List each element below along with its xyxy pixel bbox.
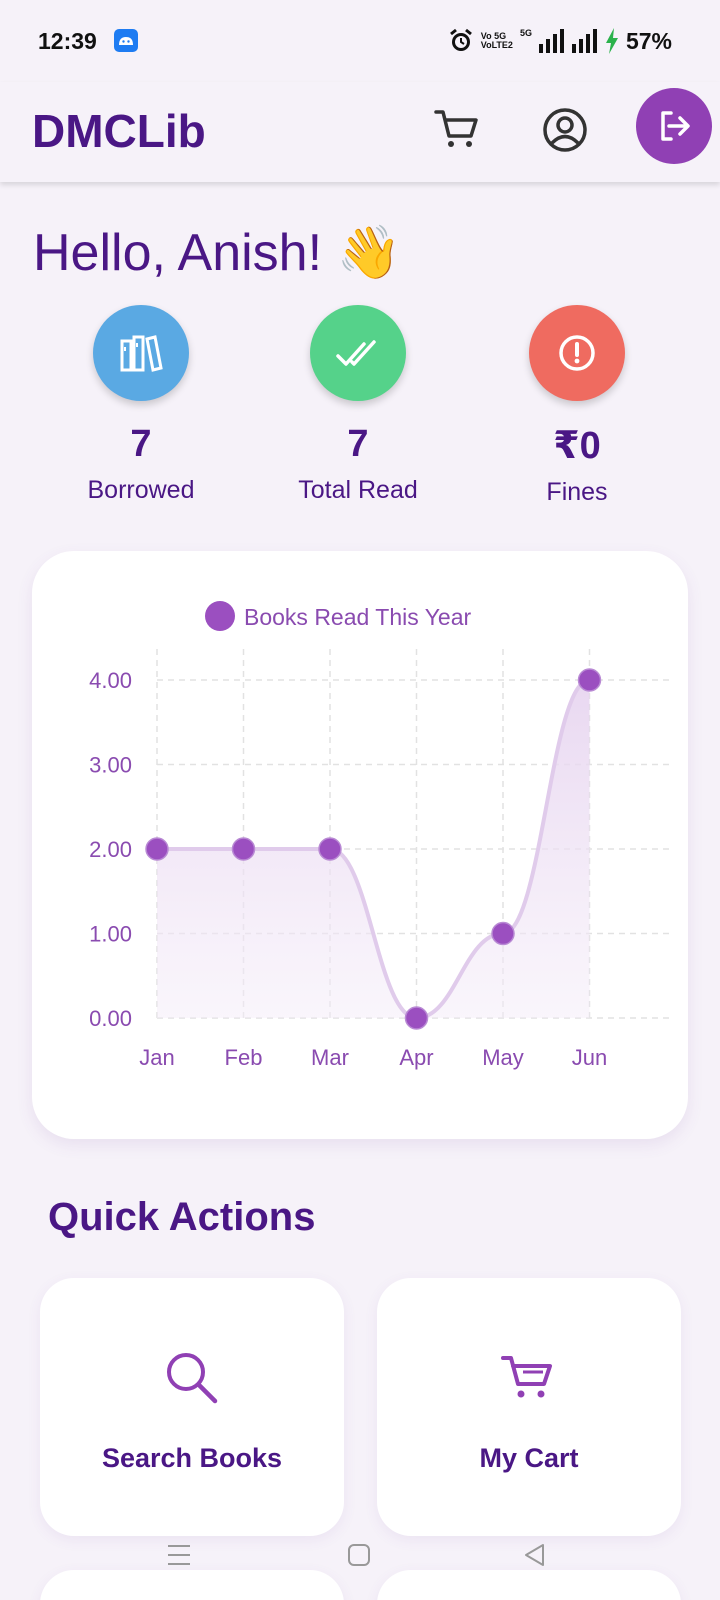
chart-card: 0.00 1.00 2.00 3.00 4.00 Jan Feb Mar Apr May Jun B… [32, 551, 688, 1139]
stat-value: ₹0 [553, 425, 601, 467]
menu-icon[interactable] [166, 1543, 192, 1567]
legend-swatch [205, 601, 235, 631]
search-icon [167, 1353, 218, 1404]
stat-value: 7 [347, 423, 369, 465]
signal-icon [538, 29, 564, 53]
stat-label: Fines [546, 478, 608, 506]
stat-circle [93, 305, 189, 401]
logout-button[interactable] [636, 88, 712, 164]
x-tick-label: May [482, 1045, 524, 1070]
battery-percent: 57% [625, 27, 672, 54]
status-time: 12:39 [38, 28, 97, 54]
double-check-icon [336, 340, 376, 366]
network-labels: Vo 5G VoLTE2 [481, 32, 513, 50]
y-tick-label: 0.00 [89, 1006, 132, 1031]
x-tick-label: Jan [139, 1045, 174, 1070]
system-nav-bar [0, 1535, 720, 1575]
books-read-chart: 0.00 1.00 2.00 3.00 4.00 Jan Feb Mar Apr May Jun B… [89, 601, 670, 1070]
stat-label: Borrowed [87, 476, 195, 504]
y-tick-label: 3.00 [89, 753, 132, 778]
search-books-card[interactable]: Search Books [40, 1278, 344, 1536]
stat-value: 7 [130, 423, 152, 465]
chart-area [157, 680, 590, 1018]
signal-icon-2 [571, 29, 597, 53]
status-icons: Vo 5G VoLTE2 5G 57% [448, 27, 672, 55]
greeting-text: Hello, Anish! 👋 [33, 224, 402, 282]
stat-circle [310, 305, 406, 401]
action-label: Search Books [101, 1443, 283, 1473]
status-bar: 12:39 Vo 5G VoLTE2 5G 57% [0, 0, 720, 82]
logout-icon [661, 111, 690, 141]
y-tick-label: 2.00 [89, 837, 132, 862]
legend-label: Books Read This Year [244, 604, 472, 630]
android-app-icon [114, 29, 138, 52]
back-icon[interactable] [523, 1543, 547, 1567]
charging-icon [605, 28, 618, 54]
stat-borrowed[interactable]: 7 Borrowed [51, 305, 231, 505]
action-card-partial[interactable] [40, 1570, 344, 1600]
data-point-apr[interactable] [404, 1006, 429, 1030]
cart-icon[interactable] [434, 106, 482, 154]
network-label-2: VoLTE2 [480, 40, 513, 50]
alarm-icon [449, 28, 472, 51]
stat-circle [529, 305, 625, 401]
y-tick-label: 4.00 [89, 668, 132, 693]
home-icon[interactable] [347, 1543, 371, 1567]
data-point-mar[interactable] [318, 837, 342, 861]
y-tick-label: 1.00 [89, 922, 132, 947]
brand-logo: DMCLib [32, 105, 206, 157]
stat-fines[interactable]: ₹0 Fines [487, 305, 667, 507]
action-label: My Cart [479, 1443, 579, 1473]
alert-icon [559, 335, 595, 371]
books-icon [120, 335, 163, 372]
network-label-1: Vo 5G [480, 31, 507, 41]
app-header: DMCLib [0, 82, 720, 182]
x-tick-label: Feb [225, 1045, 263, 1070]
action-card-partial[interactable] [377, 1570, 681, 1600]
network-5g-label: 5G [519, 28, 532, 38]
data-point-jun[interactable] [577, 668, 602, 692]
quick-actions-title: Quick Actions [48, 1195, 316, 1239]
my-cart-card[interactable]: My Cart [377, 1278, 681, 1536]
data-point-jan[interactable] [145, 837, 169, 861]
stat-label: Total Read [298, 476, 418, 504]
cart-icon [501, 1356, 552, 1398]
data-point-feb[interactable] [231, 837, 256, 861]
data-point-may[interactable] [491, 921, 515, 946]
profile-icon[interactable] [541, 106, 589, 154]
x-tick-label: Jun [572, 1045, 607, 1070]
x-tick-label: Mar [311, 1045, 349, 1070]
stat-total-read[interactable]: 7 Total Read [268, 305, 448, 505]
x-tick-label: Apr [399, 1045, 433, 1070]
